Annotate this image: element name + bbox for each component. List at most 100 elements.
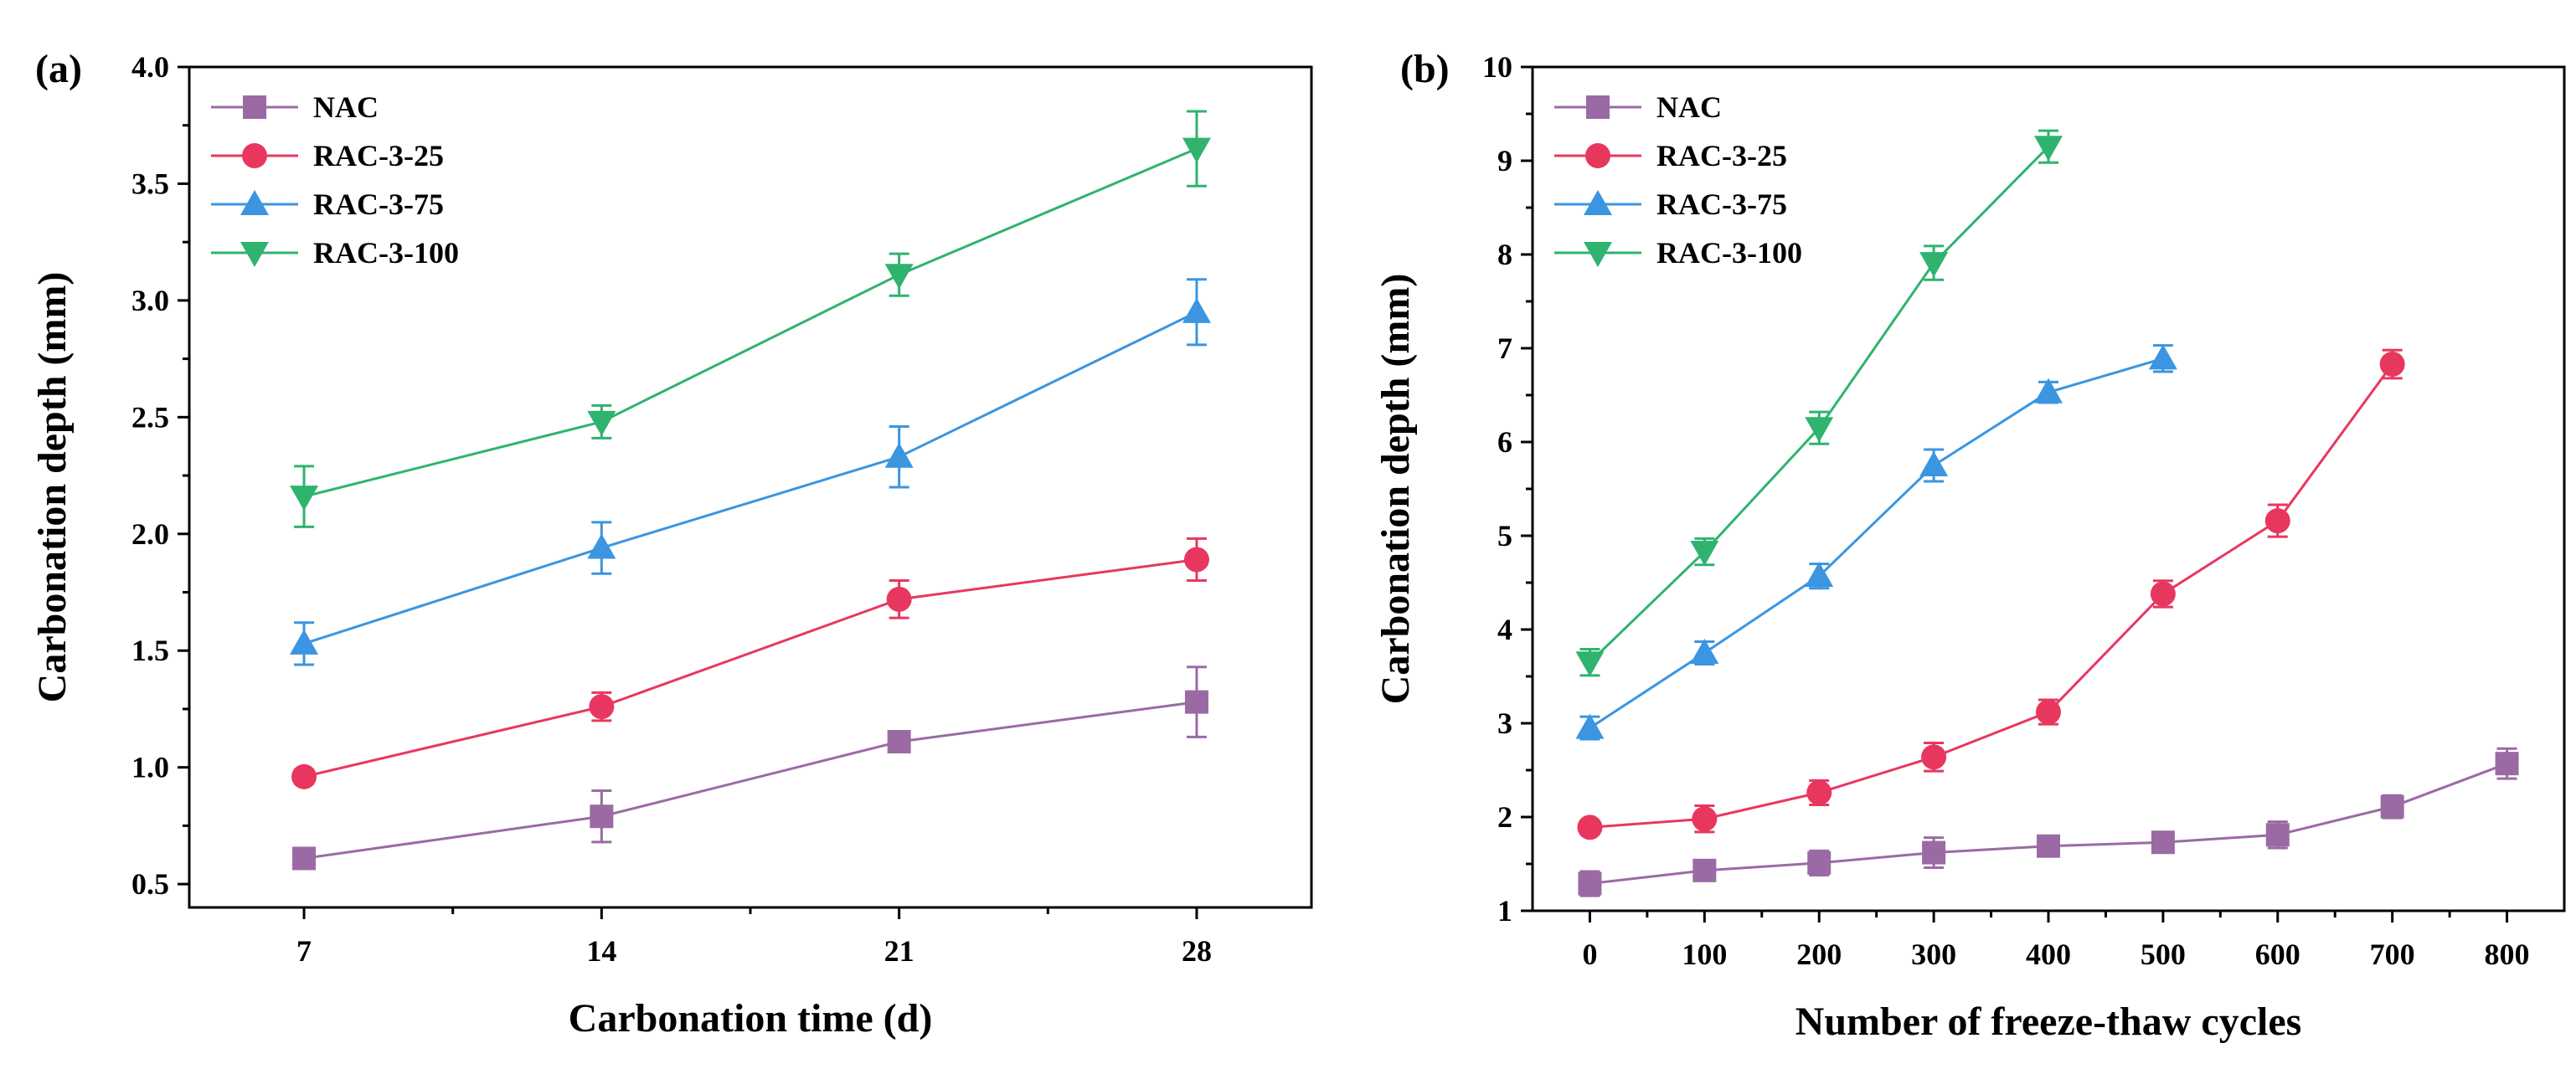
panel-b-series-rac-3-25 bbox=[1577, 348, 2405, 840]
panel-a-label: (a) bbox=[35, 47, 82, 91]
panel-b-series-rac-3-75-point bbox=[2034, 378, 2063, 403]
panel-a-series-nac-point bbox=[887, 729, 911, 753]
panel-a-ytick-label: 1.0 bbox=[131, 751, 169, 784]
panel-b-legend-rac-3-25-label: RAC-3-25 bbox=[1656, 139, 1787, 172]
panel-a-ytick-label: 0.5 bbox=[131, 867, 169, 901]
panel-b-ytick-label: 9 bbox=[1497, 144, 1512, 177]
panel-b-series-rac-3-100-point bbox=[2034, 136, 2063, 162]
panel-b-series-nac-point bbox=[2495, 752, 2519, 776]
panel-a-series-rac-3-25 bbox=[291, 537, 1209, 789]
panel-b-ytick-label: 7 bbox=[1497, 331, 1512, 365]
panel-b-y-axis-title: Carbonation depth (mm) bbox=[1373, 274, 1418, 705]
panel-a-series-rac-3-25-point bbox=[291, 763, 317, 789]
panel-a-ytick-label: 1.5 bbox=[131, 634, 169, 667]
panel-a-series-rac-3-25-point bbox=[886, 586, 912, 612]
panel-a-series-rac-3-100-point bbox=[290, 486, 319, 511]
panel-b-series-rac-3-75-point bbox=[2148, 344, 2177, 370]
panel-b-ytick-label: 1 bbox=[1497, 894, 1512, 928]
panel-b-label: (b) bbox=[1400, 47, 1450, 91]
panel-b-legend-rac-3-25-marker bbox=[1585, 143, 1610, 168]
panel-b-series-rac-3-75-point bbox=[1575, 713, 1605, 739]
panel-b-legend-rac-3-100-label: RAC-3-100 bbox=[1656, 236, 1802, 270]
panel-a-series-rac-3-25-line bbox=[303, 558, 1198, 779]
panel-a-legend-rac-3-25: RAC-3-25 bbox=[211, 139, 444, 172]
panel-a-ytick-label: 2.0 bbox=[131, 517, 169, 551]
panel-a-ytick-label: 3.5 bbox=[131, 167, 169, 200]
panel-a-series-rac-3-100-line bbox=[303, 147, 1198, 498]
panel-a-legend-rac-3-100-label: RAC-3-100 bbox=[313, 236, 459, 270]
panel-b-xtick-label: 500 bbox=[2141, 938, 2186, 971]
panel-b-series-rac-3-25-point bbox=[1806, 779, 1832, 805]
panel-b-legend-rac-3-25: RAC-3-25 bbox=[1554, 139, 1787, 172]
panel-b-xtick-label: 300 bbox=[1911, 938, 1956, 971]
panel-b-series-rac-3-75 bbox=[1575, 344, 2177, 741]
panel-b-xtick-label: 700 bbox=[2370, 938, 2415, 971]
panel-a-legend-rac-3-75-label: RAC-3-75 bbox=[313, 188, 444, 221]
panel-a-xtick-label: 21 bbox=[884, 934, 914, 968]
panel-b-ytick-label: 10 bbox=[1482, 50, 1512, 84]
panel-b-xtick-label: 400 bbox=[2026, 938, 2071, 971]
panel-b-x-axis-title: Number of freeze-thaw cycles bbox=[1795, 1000, 2302, 1044]
panel-b-series-nac-point bbox=[2037, 834, 2060, 858]
panel-a-series-rac-3-75-point bbox=[290, 629, 319, 655]
panel-a-series-rac-3-75-point bbox=[1182, 297, 1211, 323]
panel-b-xtick-label: 100 bbox=[1682, 938, 1727, 971]
panel-b-series-rac-3-25-line bbox=[1589, 363, 2393, 829]
panel-b-ytick-label: 5 bbox=[1497, 519, 1512, 552]
panel-b-ytick-label: 6 bbox=[1497, 425, 1512, 459]
panel-b-series-rac-3-25-point bbox=[1577, 815, 1603, 840]
panel-b-series-nac-point bbox=[1692, 858, 1717, 882]
panel-b-legend-nac-label: NAC bbox=[1656, 90, 1722, 124]
panel-a-series-rac-3-25-point bbox=[1183, 547, 1209, 573]
panel-a-legend-rac-3-25-marker bbox=[242, 143, 267, 168]
panel-b-legend-nac-marker bbox=[1586, 95, 1610, 119]
panel-a-ytick-label: 2.5 bbox=[131, 400, 169, 434]
panel-b-ytick-label: 4 bbox=[1497, 613, 1512, 646]
panel-a-series-rac-3-25-point bbox=[589, 694, 615, 720]
panel-b-legend-rac-3-75: RAC-3-75 bbox=[1554, 188, 1787, 221]
panel-a-series-nac-point bbox=[590, 804, 614, 829]
panel-a-xtick-label: 14 bbox=[586, 934, 616, 968]
panel-a: (a) 0.5 1.0 1.5 2.0 2.5 3.0 3.5 4.0 7 14 21 28 Carbon… bbox=[30, 47, 1313, 1041]
panel-b-series-rac-3-75-point bbox=[1805, 562, 1834, 588]
panel-b-series-nac-point bbox=[1807, 851, 1832, 875]
panel-b-ytick-label: 8 bbox=[1497, 238, 1512, 271]
panel-b-series-nac-point bbox=[2380, 794, 2404, 819]
panel-b-series-nac-point bbox=[1922, 840, 1946, 865]
panel-a-legend-rac-3-100: RAC-3-100 bbox=[211, 236, 459, 270]
panel-a-x-axis-title: Carbonation time (d) bbox=[569, 996, 933, 1041]
panel-a-legend-rac-3-75-marker bbox=[240, 190, 269, 215]
panel-a-xtick-label: 7 bbox=[296, 934, 312, 968]
panel-a-legend-nac-label: NAC bbox=[313, 90, 379, 124]
panel-a-series-nac-point bbox=[1184, 690, 1208, 714]
panel-a-series-rac-3-75-point bbox=[884, 442, 914, 468]
panel-a-series-rac-3-75-point bbox=[587, 533, 616, 559]
panel-b-series-nac-point bbox=[2151, 830, 2175, 855]
panel-a-series-rac-3-75 bbox=[290, 278, 1211, 666]
panel-a-series-nac-line bbox=[303, 701, 1198, 860]
panel-b-series-rac-3-25-point bbox=[2036, 699, 2061, 725]
panel-a-series-nac bbox=[292, 666, 1208, 871]
panel-b-series-rac-3-75-point bbox=[1919, 451, 1949, 476]
panel-b-series-rac-3-100-point bbox=[1805, 417, 1834, 443]
panel-b-series-nac-point bbox=[1578, 871, 1602, 896]
panel-b-series-rac-3-100-point bbox=[1575, 651, 1605, 677]
panel-b-legend-rac-3-75-marker bbox=[1584, 190, 1612, 215]
panel-b-series-rac-3-25-point bbox=[2150, 581, 2176, 607]
panel-a-series-rac-3-100-point bbox=[1182, 137, 1211, 163]
panel-b-series-nac-line bbox=[1589, 762, 2508, 886]
panel-a-series-rac-3-100-point bbox=[884, 264, 914, 290]
panel-b-series-rac-3-100-point bbox=[1690, 541, 1719, 567]
panel-a-y-axis-title: Carbonation depth (mm) bbox=[30, 272, 75, 703]
panel-b-series-rac-3-100 bbox=[1575, 129, 2063, 677]
panel-a-legend-rac-3-100-marker bbox=[240, 242, 269, 267]
panel-b-series-nac-point bbox=[2265, 823, 2290, 847]
panel-b-xtick-label: 600 bbox=[2255, 938, 2300, 971]
panel-b-ytick-label: 3 bbox=[1497, 707, 1512, 740]
panel-b-series-rac-3-25-point bbox=[1921, 744, 1947, 770]
panel-b-series-rac-3-25-point bbox=[2264, 508, 2290, 534]
panel-a-series-nac-point bbox=[292, 846, 317, 871]
panel-b-legend-nac: NAC bbox=[1554, 90, 1722, 124]
